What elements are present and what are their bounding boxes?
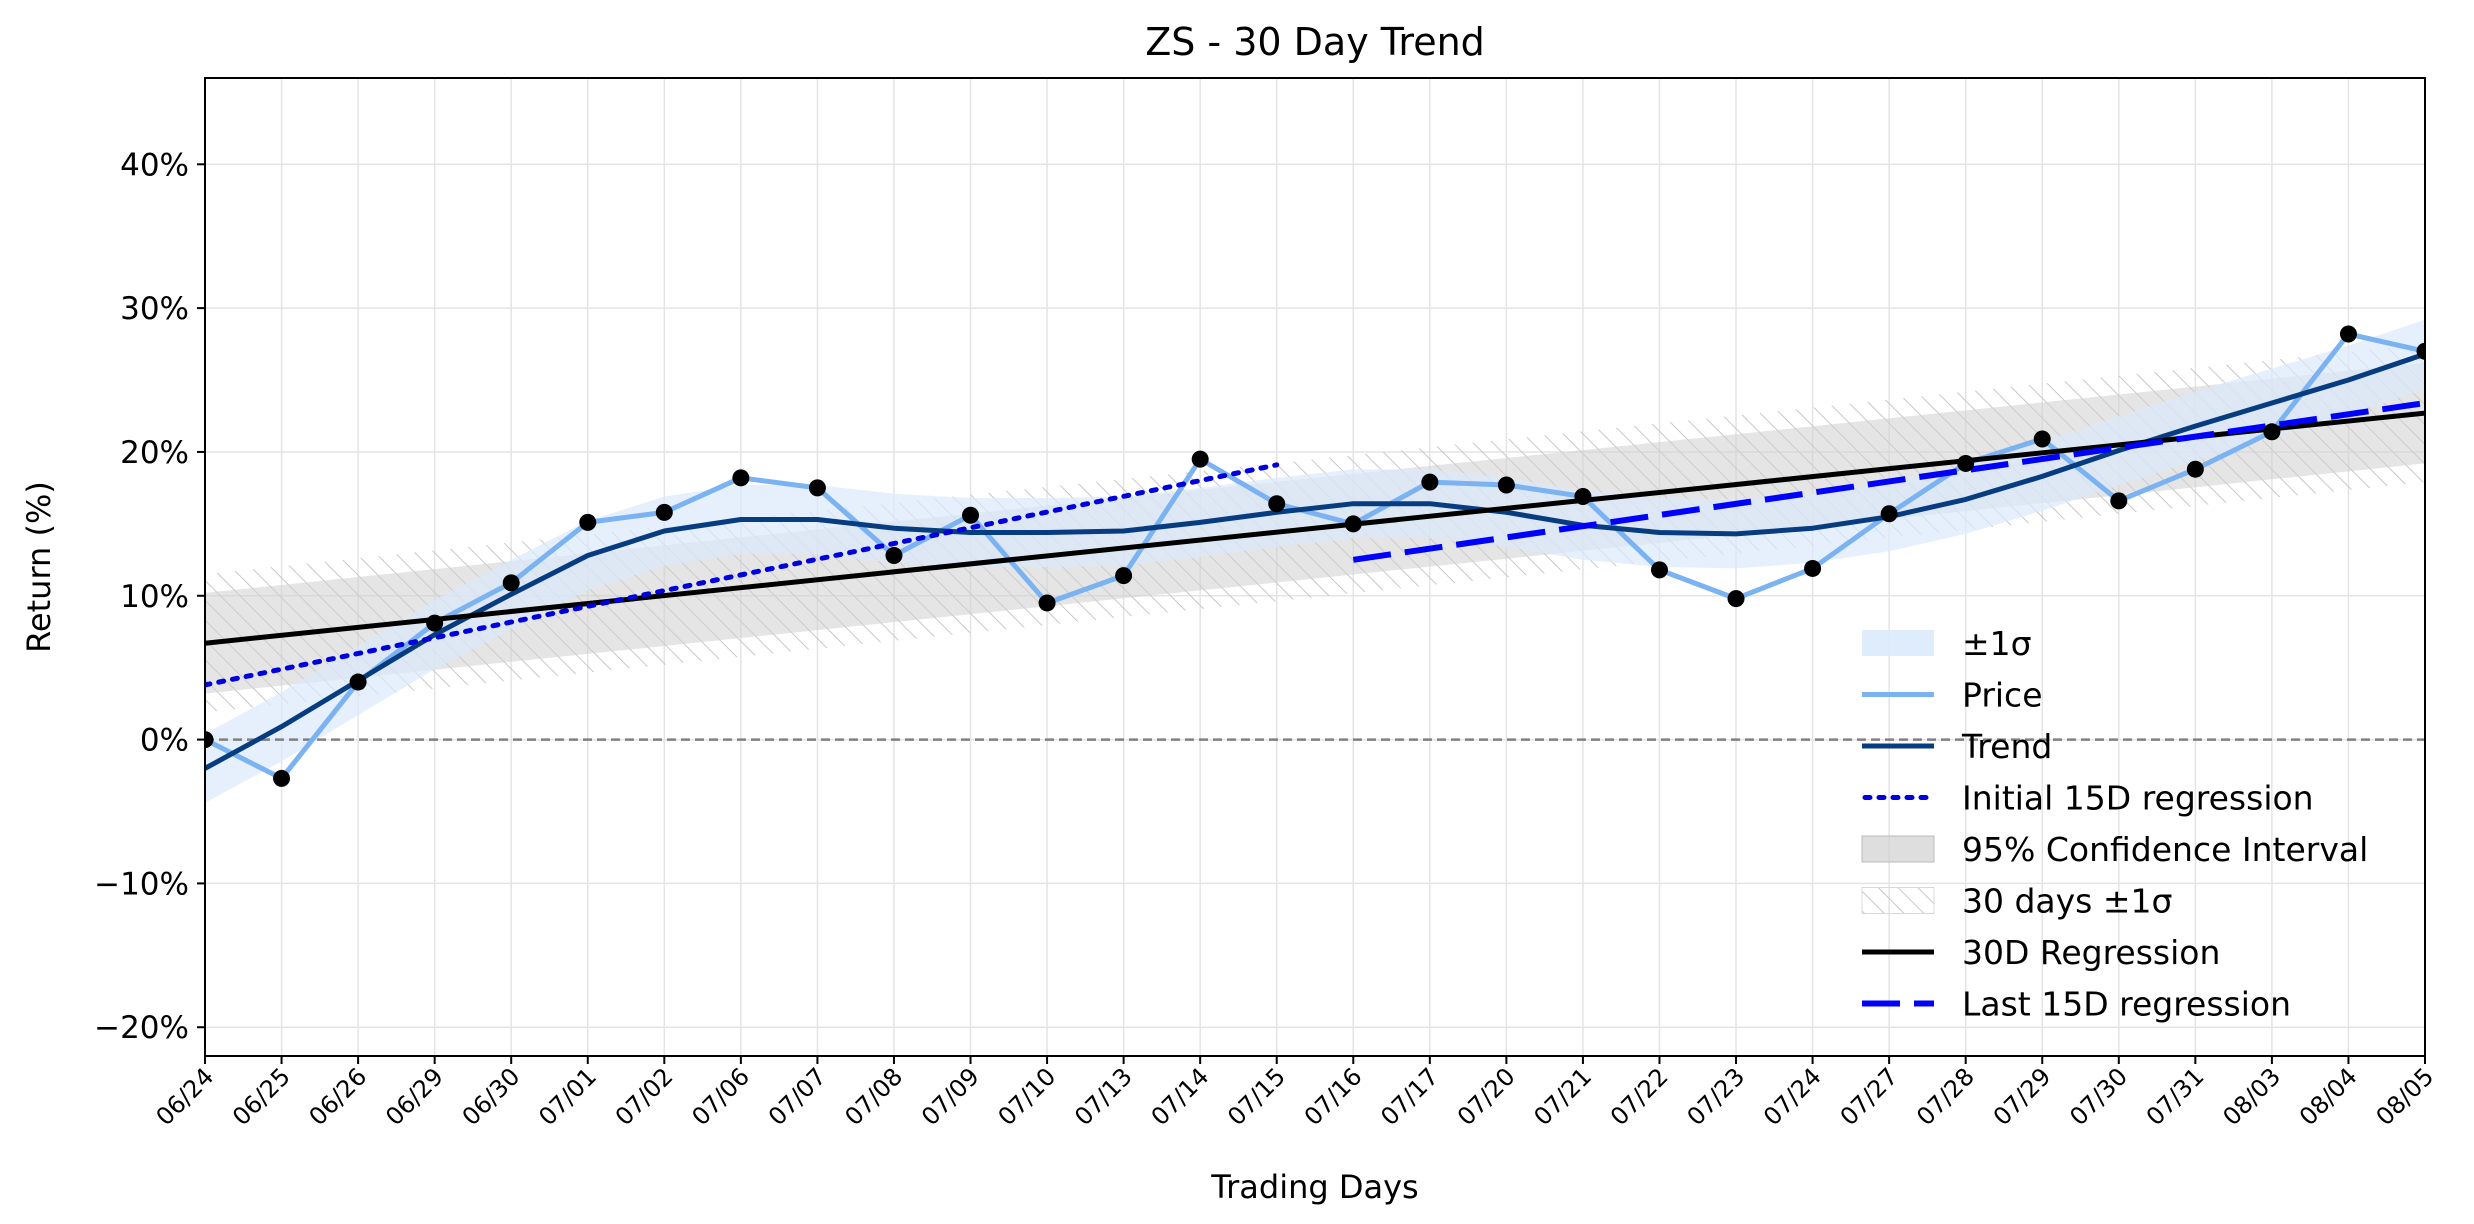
price-point [1344,515,1362,533]
x-tick-label: 07/29 [1988,1062,2057,1131]
y-tick-label: 10% [120,579,189,615]
legend-ci-label: 95% Confidence Interval [1962,830,2368,869]
legend-trend-label: Trend [1961,727,2052,766]
legend-days30-label: 30 days ±1σ [1962,882,2172,921]
x-tick-label: 07/10 [993,1062,1062,1131]
y-tick-label: 20% [120,435,189,471]
price-point [426,614,444,632]
y-axis: −20% −10% 0% 10% 20% 30% 40% [94,147,205,1046]
x-tick-label: 08/04 [2294,1062,2363,1131]
x-tick-label: 07/28 [1911,1062,1980,1131]
x-tick-label: 06/26 [304,1062,373,1131]
price-point [2110,492,2128,510]
legend-sigma-label: ±1σ [1962,624,2032,663]
x-tick-label: 07/16 [1299,1062,1368,1131]
legend-last15-label: Last 15D regression [1962,985,2291,1024]
legend-sigma-swatch [1862,630,1934,656]
x-tick-label: 08/05 [2371,1062,2440,1131]
price-point [2416,342,2425,360]
price-point [1957,454,1975,472]
price-point [962,506,980,524]
price-point [1727,590,1745,608]
x-tick-label: 07/14 [1146,1062,1215,1131]
y-tick-label: 0% [140,723,189,759]
x-tick-label: 07/23 [1682,1062,1751,1131]
x-tick-label: 07/22 [1605,1062,1674,1131]
x-tick-label: 08/03 [2217,1062,2286,1131]
price-point [1804,559,1822,577]
x-tick-label: 07/21 [1528,1062,1597,1131]
sigma-band [205,319,2425,803]
price-point [273,769,291,787]
price-point [1268,495,1286,513]
y-tick-label: −10% [94,866,189,902]
y-tick-label: −20% [94,1010,189,1046]
x-axis: 06/24 06/25 06/26 06/29 06/30 07/01 07/02 07/06… [151,1056,2440,1131]
price-point [1038,594,1056,612]
price-point [1421,473,1439,491]
legend: ±1σ Price Trend Initial 15D regression 95% C… [1861,624,2368,1024]
price-point [1880,505,1898,523]
x-tick-label: 07/08 [839,1062,908,1131]
y-tick-label: 30% [120,291,189,327]
y-tick-label: 40% [120,147,189,183]
price-point [1497,476,1515,494]
x-tick-label: 07/13 [1069,1062,1138,1131]
chart-title: ZS - 30 Day Trend [1145,20,1485,64]
price-point [1115,567,1133,585]
x-tick-label: 07/20 [1452,1062,1521,1131]
x-tick-label: 07/31 [2141,1062,2210,1131]
legend-initial15-label: Initial 15D regression [1962,779,2314,818]
price-point [2186,460,2204,478]
trend-line [205,351,2425,771]
plot-area [205,319,2425,803]
y-axis-label: Return (%) [20,481,58,653]
price-point [1650,561,1668,579]
x-tick-label: 07/02 [610,1062,679,1131]
price-point [1191,450,1209,468]
x-axis-label: Trading Days [1210,1168,1418,1206]
price-point [2263,423,2281,441]
x-tick-label: 07/09 [916,1062,985,1131]
price-point [885,546,903,564]
legend-price-label: Price [1962,676,2043,715]
price-point [732,469,750,487]
x-tick-label: 07/15 [1222,1062,1291,1131]
x-tick-label: 07/30 [2064,1062,2133,1131]
x-tick-label: 07/01 [533,1062,602,1131]
regression-30d-line [205,410,2425,646]
price-point [349,673,367,691]
x-tick-label: 06/30 [457,1062,526,1131]
plot-frame [204,77,2426,1057]
x-tick-label: 06/24 [151,1062,220,1131]
legend-days30-swatch [1861,887,1935,914]
legend-ci-swatch [1861,835,1935,863]
x-tick-label: 07/17 [1375,1062,1444,1131]
x-tick-label: 06/25 [227,1062,296,1131]
price-point [808,479,826,497]
x-tick-label: 07/24 [1758,1062,1827,1131]
x-tick-label: 07/07 [763,1062,832,1131]
price-point [1574,488,1592,506]
price-point [205,731,214,749]
x-tick-label: 06/29 [380,1062,449,1131]
x-tick-label: 07/06 [686,1062,755,1131]
x-tick-label: 07/27 [1835,1062,1904,1131]
legend-reg30-label: 30D Regression [1962,933,2220,972]
last-15d-regression-line [1352,400,2425,563]
price-point [2033,430,2051,448]
price-point [579,513,597,531]
initial-15d-regression-line [205,462,1280,688]
price-point [2339,325,2357,343]
price-point [502,574,520,592]
price-point [655,503,673,521]
